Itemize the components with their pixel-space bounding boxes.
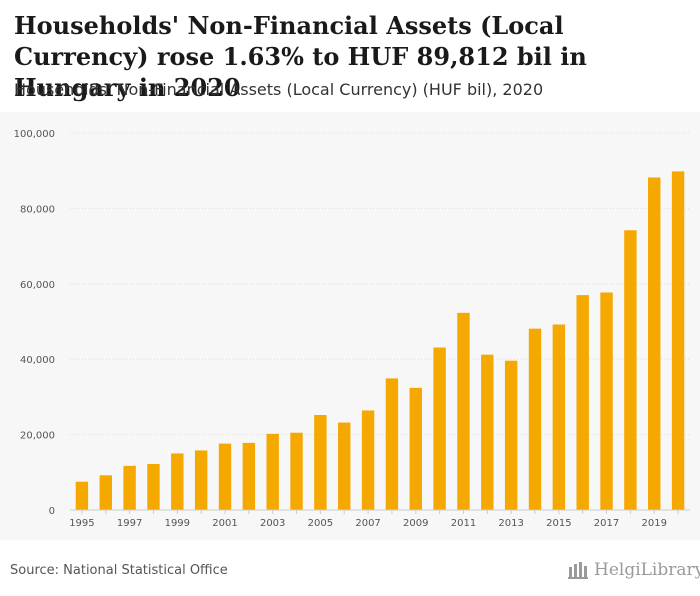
x-tick-label: 2005	[308, 518, 333, 529]
x-tick-label: 2011	[451, 518, 476, 529]
chart-subtitle: Households' Non-Financial Assets (Local …	[14, 80, 544, 99]
y-tick-label: 60,000	[20, 280, 55, 291]
gridlines	[70, 132, 690, 511]
bar-2013	[504, 360, 518, 510]
bar-2002	[242, 442, 256, 510]
bar-2015	[552, 324, 566, 510]
bar-2011	[457, 312, 470, 510]
chart-title: Households' Non-Financial Assets (Local …	[14, 11, 587, 102]
x-tick-label: 2007	[355, 518, 380, 529]
bar-2018	[624, 230, 637, 511]
bar-2020	[671, 171, 685, 510]
bar-2003	[266, 433, 279, 510]
source-note: Source: National Statistical Office	[10, 563, 228, 578]
bar-2014	[528, 328, 542, 510]
bar-2009	[409, 387, 422, 510]
x-tick-label: 2003	[260, 518, 285, 529]
bar-1996	[99, 475, 112, 510]
bar-1995	[75, 481, 89, 510]
bar-2019	[648, 177, 661, 510]
bar-2006	[338, 422, 351, 510]
library-building-icon	[568, 562, 588, 579]
x-tick-label: 2017	[594, 518, 619, 529]
bar-2005	[314, 414, 327, 510]
y-tick-label: 40,000	[20, 355, 55, 366]
bar-1999	[171, 453, 184, 510]
x-tick-label: 1997	[117, 518, 142, 529]
helgi-library-logo[interactable]: HelgiLibrary	[568, 560, 700, 580]
x-tick-label: 2015	[546, 518, 571, 529]
bars	[75, 171, 685, 511]
bar-2004	[290, 432, 303, 510]
x-tick-label: 2001	[212, 518, 237, 529]
x-tick-label: 1995	[69, 518, 94, 529]
x-tick-label: 1999	[165, 518, 190, 529]
bar-2007	[361, 410, 375, 510]
bar-2017	[600, 292, 613, 510]
bar-2001	[218, 443, 232, 510]
y-tick-label: 0	[49, 506, 55, 517]
bar-2016	[576, 295, 589, 510]
logo-text: HelgiLibrary	[594, 560, 700, 580]
y-tick-label: 100,000	[14, 129, 55, 140]
bar-2008	[385, 378, 399, 510]
y-tick-label: 20,000	[20, 431, 55, 442]
y-tick-label: 80,000	[20, 204, 55, 215]
bar-2012	[481, 354, 494, 510]
bar-2010	[433, 347, 446, 510]
x-tick-label: 2019	[642, 518, 667, 529]
bar-1997	[123, 465, 136, 510]
axes: 0 20,000 40,000 60,000 80,000 100,000 1995 1997…	[14, 129, 690, 529]
bar-1998	[147, 464, 160, 510]
x-tick-label: 2009	[403, 518, 428, 529]
x-tick-label: 2013	[498, 518, 523, 529]
bar-2000	[194, 450, 208, 510]
